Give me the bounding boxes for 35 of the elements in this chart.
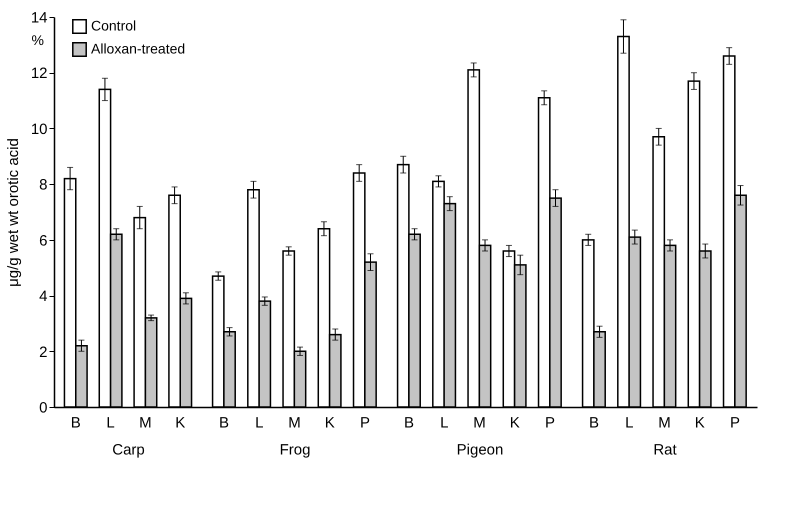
x-tick-label: K (694, 414, 705, 432)
x-tick-label: L (440, 414, 448, 432)
x-tick-label: B (404, 414, 414, 432)
x-axis-title: Pigeon (456, 442, 504, 458)
y-tick-label: 12 (30, 65, 48, 82)
x-tick-label: P (360, 414, 370, 432)
y-tick-label: 6 (39, 232, 48, 250)
x-tick-label: M (139, 414, 152, 432)
x-tick-label: B (70, 414, 81, 432)
y-tick-label: 4 (39, 288, 48, 306)
x-tick-label: K (324, 414, 335, 432)
x-tick-label: P (730, 414, 740, 432)
x-tick-label: P (544, 414, 555, 432)
x-tick-label: K (510, 414, 520, 432)
legend-label: Alloxan-treated (91, 40, 186, 56)
y-axis-title: μg/g wet wt orotic acid (4, 138, 22, 287)
x-tick-label: L (625, 414, 634, 432)
x-axis-title: Rat (653, 442, 678, 458)
x-tick-label: B (219, 414, 230, 432)
x-tick-label: L (255, 414, 264, 432)
x-tick-label: M (658, 414, 671, 432)
y-tick-label: 2 (39, 344, 48, 361)
x-tick-label: K (175, 414, 186, 432)
y-tick-label: 8 (39, 176, 48, 194)
legend-label: Control (91, 18, 136, 34)
x-axis-title: Frog (280, 442, 310, 458)
x-tick-label: M (288, 414, 301, 432)
x-tick-label: M (473, 414, 486, 432)
y-tick-label: 10 (30, 120, 48, 138)
x-tick-label: L (106, 414, 115, 432)
x-tick-label: B (589, 414, 600, 432)
x-axis-title: Carp (112, 442, 145, 458)
y-tick-label: 14 (30, 10, 48, 26)
text: % (32, 32, 44, 48)
y-tick-label: 0 (39, 400, 48, 416)
